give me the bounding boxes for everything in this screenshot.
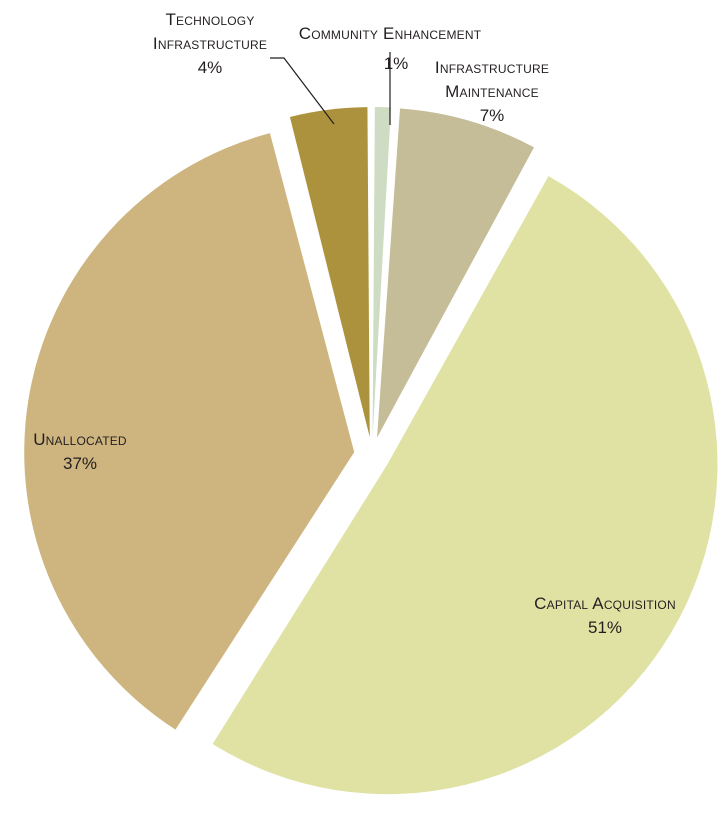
slice-label-line: Infrastructure — [152, 34, 268, 53]
label-community-enhancement: Community Enhancement — [270, 22, 510, 46]
label-community-enhancement-value: 1% — [376, 52, 416, 76]
pie-slice-technology-infrastructure — [289, 107, 370, 438]
label-unallocated: Unallocated 37% — [10, 428, 150, 476]
pie-slice-unallocated — [24, 133, 355, 730]
slice-value-label: 7% — [479, 106, 505, 125]
slice-value-label: 51% — [587, 618, 623, 637]
slice-label-line: Infrastructure — [434, 58, 550, 77]
slice-label-line: Capital Acquisition — [534, 594, 676, 613]
pie-slice-community-enhancement — [372, 107, 391, 438]
label-capital-acquisition: Capital Acquisition 51% — [505, 592, 705, 640]
slice-value-label: 4% — [197, 58, 223, 77]
slice-label-line: Community Enhancement — [298, 24, 482, 43]
pie-slice-capital-acquisition — [212, 176, 718, 795]
label-infrastructure-maintenance: Infrastructure Maintenance 7% — [412, 56, 572, 128]
slice-label-line: Unallocated — [33, 430, 127, 449]
slice-value-label: 1% — [383, 54, 409, 73]
pie-slices — [24, 107, 718, 795]
pie-slice-infrastructure-maintenance — [377, 108, 534, 438]
slice-label-line: Technology — [165, 10, 255, 29]
leader-line-technology-infrastructure — [270, 57, 335, 125]
slice-value-label: 37% — [62, 454, 98, 473]
label-technology-infrastructure: Technology Infrastructure 4% — [150, 8, 270, 80]
slice-label-line: Maintenance — [445, 82, 539, 101]
